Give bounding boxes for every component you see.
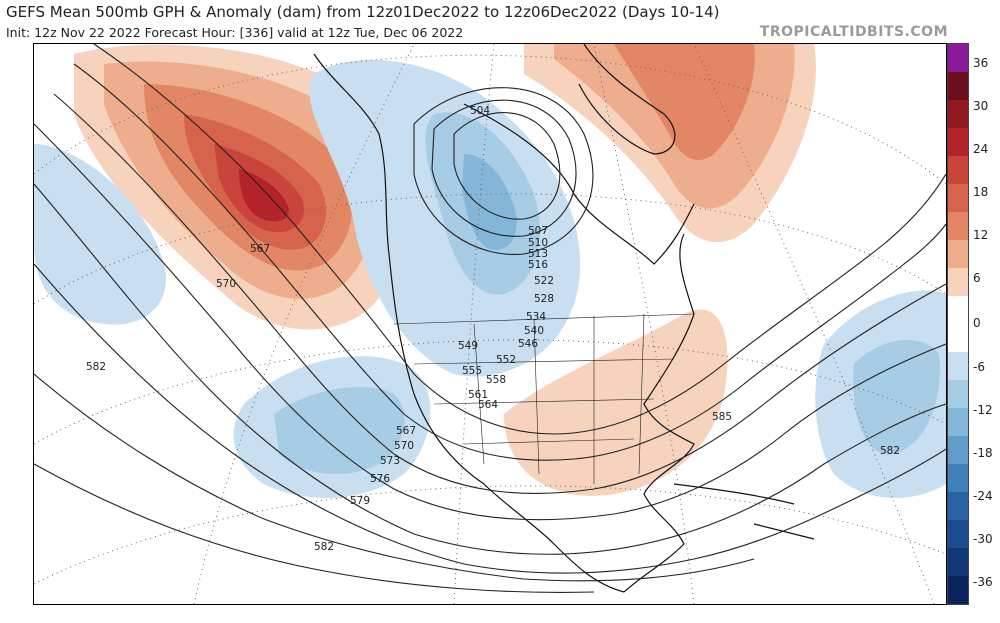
- contour-labels: 504 507 510 513 516 522 528 534 540 546 …: [86, 105, 900, 553]
- colorbar-tick-label: 6: [973, 271, 981, 285]
- negative-anomaly-central-pacific: [34, 144, 166, 325]
- contour-label: 570: [216, 278, 236, 290]
- contour-label: 516: [528, 259, 548, 271]
- colorbar-swatch: [948, 352, 968, 380]
- contour-label: 513: [528, 248, 548, 260]
- colorbar-swatch: [948, 156, 968, 184]
- chart-title: GEFS Mean 500mb GPH & Anomaly (dam) from…: [6, 3, 720, 21]
- colorbar-swatch: [948, 128, 968, 156]
- contour-label: 546: [518, 338, 538, 350]
- contour-label: 582: [880, 445, 900, 457]
- colorbar-swatch: [948, 492, 968, 520]
- colorbar-swatch: [948, 184, 968, 212]
- colorbar-swatch: [948, 436, 968, 464]
- negative-anomaly-eastern-pacific: [233, 356, 431, 498]
- colorbar-swatch: [948, 380, 968, 408]
- contour-label: 507: [528, 225, 548, 237]
- colorbar-tick-label: -6: [973, 360, 985, 374]
- colorbar-swatch: [948, 268, 968, 296]
- colorbar-tick-label: 36: [973, 56, 989, 70]
- colorbar-swatch: [948, 408, 968, 436]
- colorbar-tick-label: -36: [973, 575, 993, 589]
- contour-label: 576: [370, 473, 390, 485]
- colorbar-tick-label: 12: [973, 228, 989, 242]
- site-watermark[interactable]: TROPICALTIDBITS.COM: [759, 24, 948, 40]
- coastlines: [313, 44, 815, 593]
- contour-label: 510: [528, 237, 548, 249]
- contour-label: 558: [486, 374, 506, 386]
- contour-label: 534: [526, 311, 546, 323]
- colorbar-tick-label: 18: [973, 185, 989, 199]
- colorbar-tick-label: 0: [973, 316, 981, 330]
- colorbar-swatch: [948, 240, 968, 268]
- colorbar-tick-label: -30: [973, 532, 993, 546]
- contour-label: 552: [496, 354, 516, 366]
- contour-label: 582: [86, 361, 106, 373]
- weather-map: 504 507 510 513 516 522 528 534 540 546 …: [34, 44, 946, 604]
- colorbar: [947, 43, 969, 605]
- colorbar-swatch: [948, 464, 968, 492]
- colorbar-swatch: [948, 72, 968, 100]
- state-borders: [393, 313, 695, 484]
- contour-label: 561: [468, 389, 488, 401]
- negative-anomaly-western-atlantic: [815, 290, 946, 498]
- chart-subtitle: Init: 12z Nov 22 2022 Forecast Hour: [33…: [6, 25, 464, 40]
- colorbar-tick-label: 24: [973, 142, 989, 156]
- colorbar-swatch: [948, 324, 968, 352]
- colorbar-swatch: [948, 100, 968, 128]
- height-contours: [34, 44, 946, 593]
- contour-label: 585: [712, 411, 732, 423]
- contour-label: 555: [462, 365, 482, 377]
- contour-label: 564: [478, 399, 498, 411]
- colorbar-tick-label: -24: [973, 489, 993, 503]
- colorbar-swatch: [948, 520, 968, 548]
- colorbar-swatch: [948, 576, 968, 604]
- map-panel: 504 507 510 513 516 522 528 534 540 546 …: [33, 43, 947, 605]
- colorbar-swatch: [948, 548, 968, 576]
- contour-label: 573: [380, 455, 400, 467]
- contour-label: 522: [534, 275, 554, 287]
- positive-anomaly-greenland: [524, 44, 816, 243]
- contour-label: 570: [394, 440, 414, 452]
- colorbar-tick-label: -18: [973, 446, 993, 460]
- contour-label: 549: [458, 340, 478, 352]
- contour-label: 567: [250, 243, 270, 255]
- colorbar-tick-label: 30: [973, 99, 989, 113]
- contour-label: 567: [396, 425, 416, 437]
- contour-label: 582: [314, 541, 334, 553]
- contour-label: 528: [534, 293, 554, 305]
- colorbar-swatch: [948, 296, 968, 324]
- contour-label: 579: [350, 495, 370, 507]
- contour-label: 504: [470, 105, 490, 117]
- contour-label: 540: [524, 325, 544, 337]
- colorbar-swatch: [948, 44, 968, 72]
- positive-anomaly-southern-us: [504, 309, 728, 496]
- colorbar-labels: 36 30 24 18 12 6 0 -6 -12 -18 -24 -30 -3…: [970, 43, 1000, 603]
- colorbar-tick-label: -12: [973, 403, 993, 417]
- colorbar-swatch: [948, 212, 968, 240]
